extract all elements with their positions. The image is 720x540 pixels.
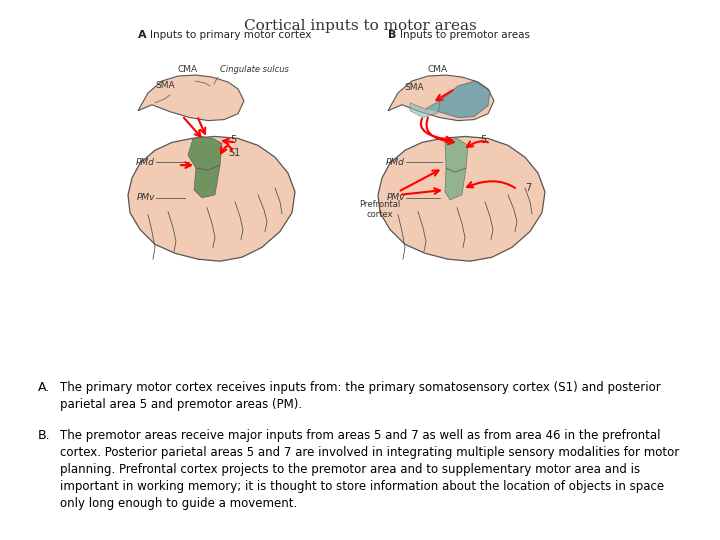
Text: CMA: CMA [428,65,448,74]
Text: Inputs to primary motor cortex: Inputs to primary motor cortex [150,30,311,39]
Text: B.: B. [38,429,50,442]
Text: PMd: PMd [136,158,155,167]
FancyArrowPatch shape [426,118,454,144]
Polygon shape [445,168,466,200]
Polygon shape [128,137,295,261]
Text: A.: A. [38,381,50,394]
Polygon shape [425,81,490,118]
Polygon shape [194,165,220,198]
FancyArrowPatch shape [467,141,488,147]
Text: A: A [138,30,147,39]
Text: SMA: SMA [404,83,424,92]
Polygon shape [445,138,468,172]
FancyArrowPatch shape [421,119,451,142]
Text: The premotor areas receive major inputs from areas 5 and 7 as well as from area : The premotor areas receive major inputs … [60,429,679,510]
Polygon shape [188,137,222,170]
Text: The primary motor cortex receives inputs from: the primary somatosensory cortex : The primary motor cortex receives inputs… [60,381,661,411]
Polygon shape [138,75,244,120]
FancyArrowPatch shape [221,146,232,153]
Polygon shape [388,75,494,120]
Text: 5: 5 [480,136,486,145]
Text: PMv: PMv [137,193,155,202]
Text: PMd: PMd [386,158,405,167]
Text: PMv: PMv [387,193,405,202]
Text: B: B [388,30,397,39]
Polygon shape [410,101,440,118]
Text: 7: 7 [525,183,531,193]
Text: Cortical inputs to motor areas: Cortical inputs to motor areas [243,19,477,33]
Text: SMA: SMA [156,82,175,91]
Polygon shape [378,137,545,261]
FancyArrowPatch shape [467,181,515,188]
Text: Prefrontal
cortex: Prefrontal cortex [359,200,400,219]
Text: S1: S1 [228,148,240,158]
Text: Inputs to premotor areas: Inputs to premotor areas [400,30,530,39]
Text: CMA: CMA [178,65,198,74]
Text: 5: 5 [230,136,236,145]
Text: Cingulate sulcus: Cingulate sulcus [220,65,289,74]
